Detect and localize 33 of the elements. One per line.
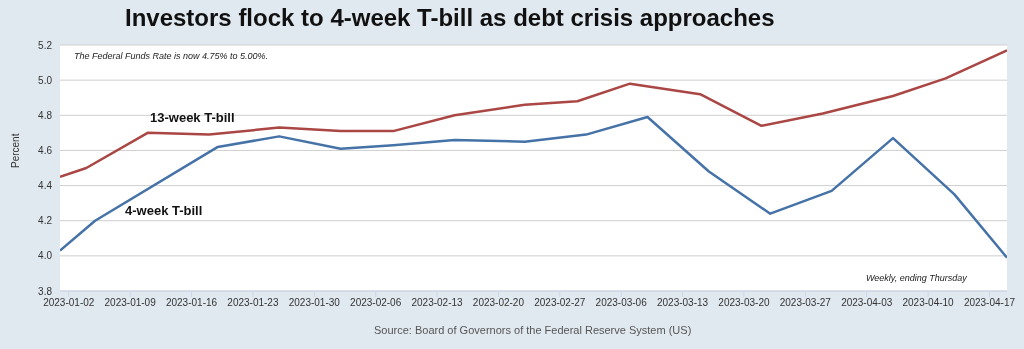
series-label: 13-week T-bill: [150, 110, 235, 125]
y-tick-label: 3.8: [38, 285, 53, 297]
x-tick-label: 2023-01-02: [43, 297, 95, 309]
x-tick-label: 2023-04-03: [841, 297, 893, 309]
y-tick-label: 4.8: [38, 109, 53, 121]
source-note: Source: Board of Governors of the Federal Reserve System (US): [374, 324, 692, 336]
x-tick-label: 2023-01-16: [165, 297, 218, 309]
y-tick-label: 4.6: [38, 144, 53, 156]
x-tick-label: 2023-03-13: [656, 297, 709, 309]
x-tick-label: 2023-03-06: [595, 297, 648, 309]
chart-title: Investors flock to 4-week T-bill as debt crisis approaches: [125, 4, 775, 32]
annotation: Weekly, ending Thursday: [866, 273, 967, 283]
line-series: [60, 49, 1007, 179]
y-tick-label: 4.2: [38, 215, 53, 227]
x-tick-label: 2023-03-27: [779, 297, 832, 309]
x-tick-label: 2023-01-09: [104, 297, 157, 309]
y-tick-label: 5.2: [38, 39, 53, 51]
x-tick-label: 2023-02-13: [411, 297, 464, 309]
line-series: [60, 115, 1007, 259]
annotation: The Federal Funds Rate is now 4.75% to 5.00%.: [74, 51, 269, 61]
y-tick-label: 5.0: [38, 74, 53, 86]
y-tick-label: 4.4: [38, 180, 53, 192]
x-tick-label: 2023-04-17: [963, 297, 1016, 309]
x-tick-label: 2023-01-23: [227, 297, 279, 309]
x-tick-label: 2023-02-20: [472, 297, 525, 309]
x-tick-label: 2023-01-30: [288, 297, 341, 309]
x-tick-label: 2023-04-10: [902, 297, 955, 309]
x-tick-label: 2023-03-20: [718, 297, 770, 309]
series-label: 4-week T-bill: [125, 203, 203, 218]
x-tick-label: 2023-02-06: [350, 297, 402, 309]
y-axis-title: Percent: [9, 133, 21, 168]
y-tick-label: 4.0: [38, 250, 53, 262]
x-tick-label: 2023-02-27: [534, 297, 586, 309]
